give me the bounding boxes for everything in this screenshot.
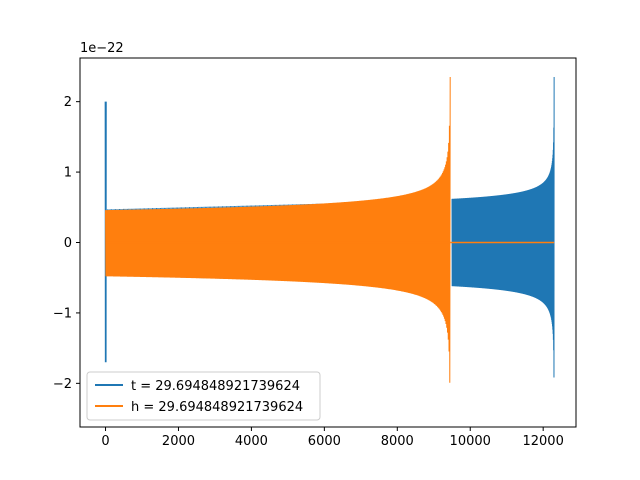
- x-tick-label: 0: [101, 434, 109, 449]
- y-tick-label: 1: [64, 166, 72, 181]
- y-axis: −2 −1 0 1 2: [53, 95, 80, 392]
- x-tick-label: 4000: [235, 434, 268, 449]
- y-tick-label: −2: [53, 377, 72, 392]
- plot-area: [104, 77, 555, 383]
- y-offset-label: 1e−22: [80, 41, 124, 56]
- x-axis: 0 2000 4000 6000 8000 10000 12000: [101, 427, 564, 449]
- x-tick-label: 10000: [450, 434, 491, 449]
- y-tick-label: −1: [53, 306, 72, 321]
- y-tick-label: 0: [64, 236, 72, 251]
- x-tick-label: 2000: [162, 434, 195, 449]
- legend: t = 29.694848921739624 h = 29.6948489217…: [86, 371, 321, 421]
- legend-label-h: h = 29.694848921739624: [131, 400, 303, 415]
- legend-label-t: t = 29.694848921739624: [131, 379, 300, 394]
- y-tick-label: 2: [64, 95, 72, 110]
- series-h-line: [105, 77, 451, 383]
- x-tick-label: 8000: [381, 434, 414, 449]
- x-tick-label: 12000: [522, 434, 563, 449]
- legend-box: [86, 371, 321, 421]
- x-tick-label: 6000: [308, 434, 341, 449]
